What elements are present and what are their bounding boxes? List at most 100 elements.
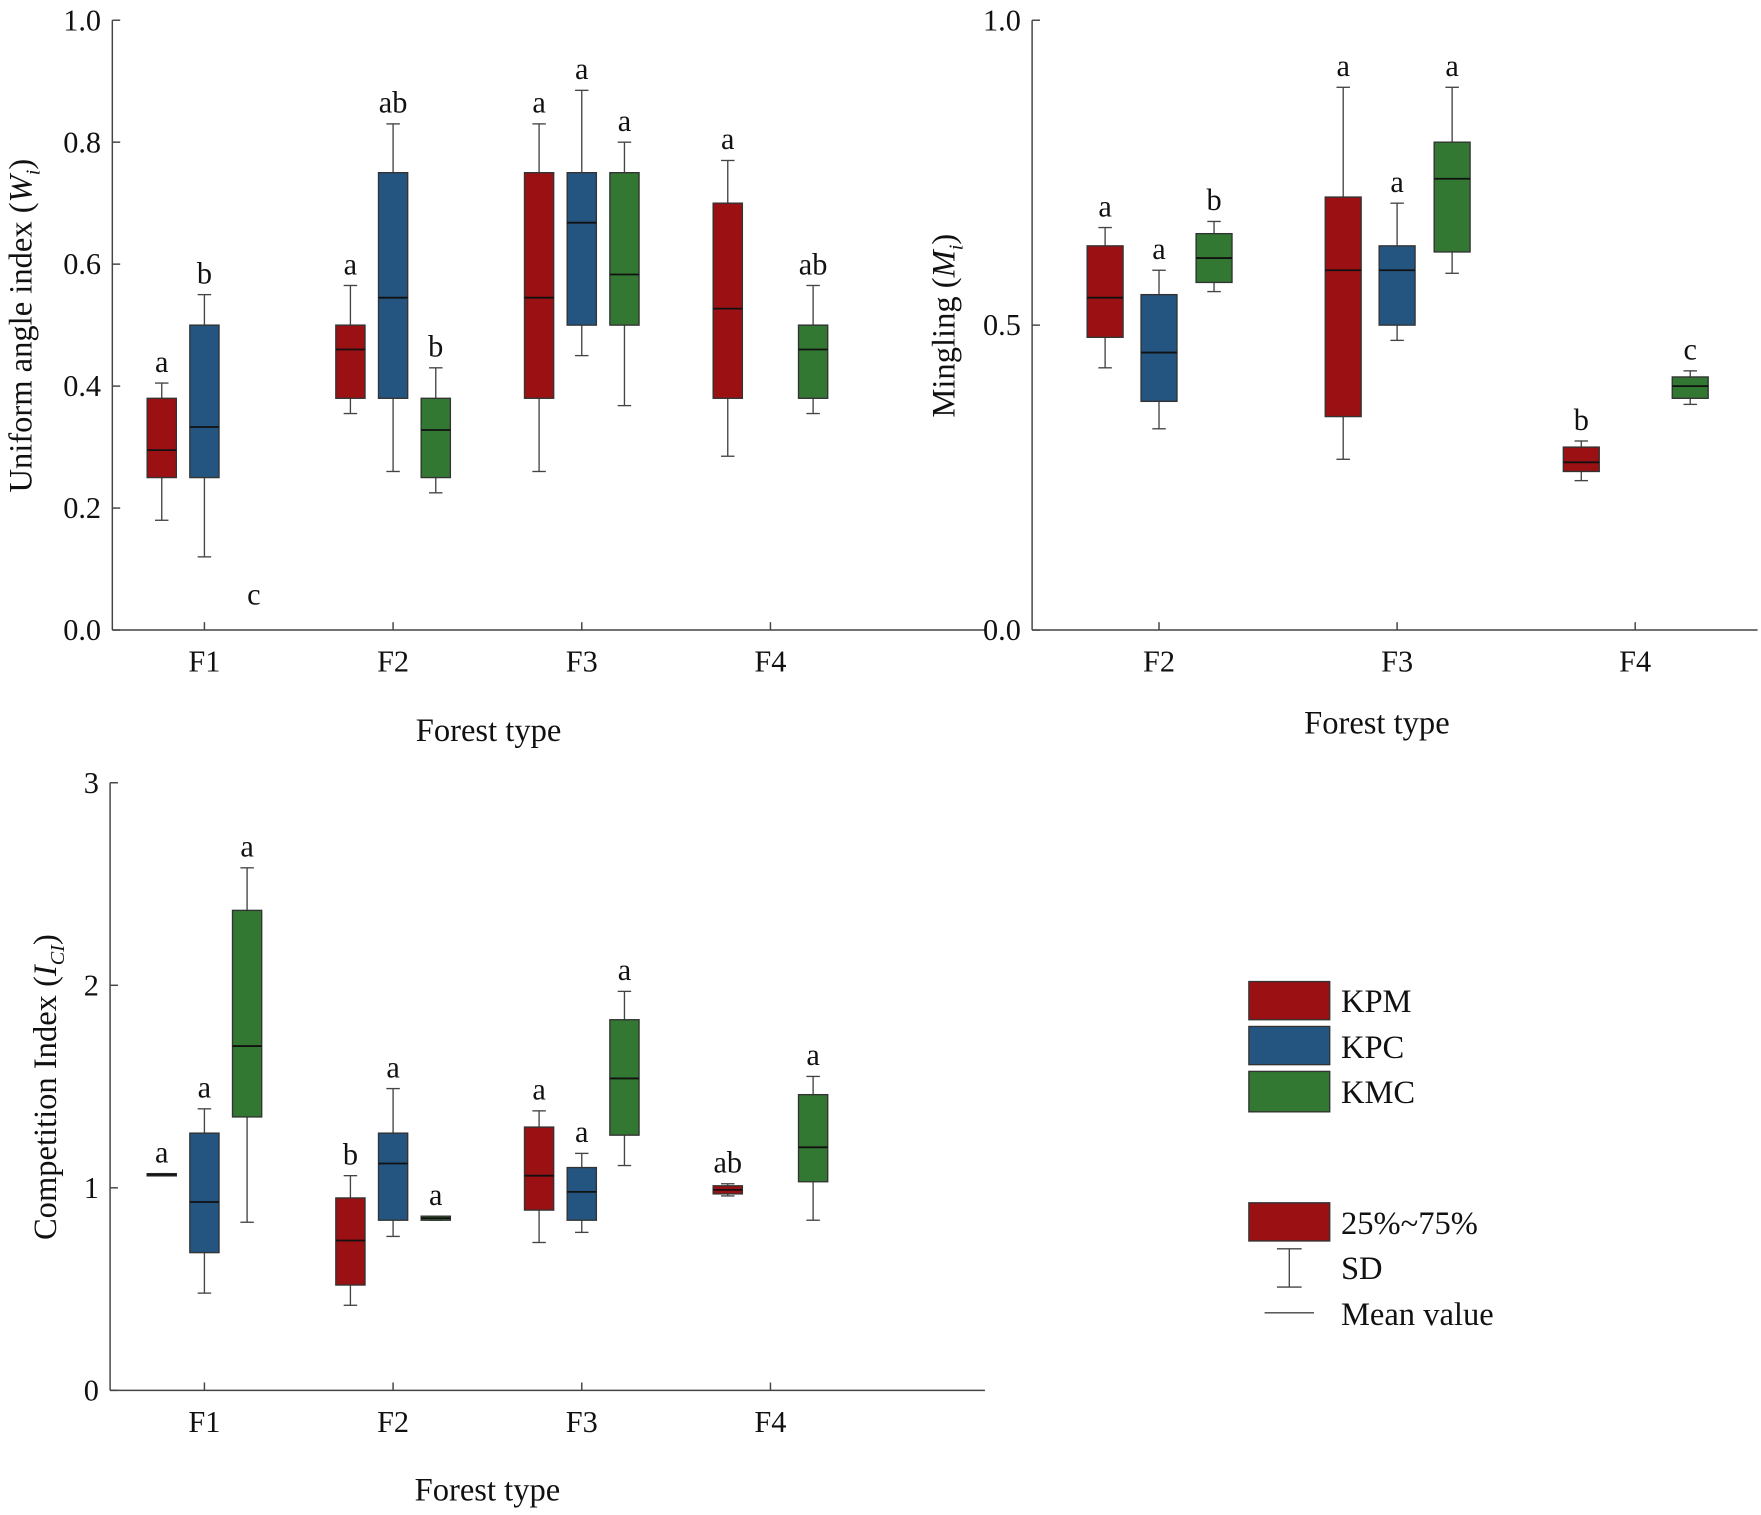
- x-tick-label: F1: [188, 1405, 220, 1439]
- y-title-suffix: ): [927, 234, 963, 245]
- legend-label-kpm: KPM: [1341, 984, 1412, 1020]
- legend: KPM KPC KMC 25%~75% SD Mean value: [1248, 980, 1494, 1333]
- box-kmc-f2: a: [420, 1178, 452, 1221]
- significance-label: a: [155, 1135, 169, 1169]
- y-title-sub: i: [945, 245, 967, 251]
- x-axis-title: Forest type: [415, 1472, 561, 1508]
- y-tick-label: 0.2: [63, 491, 101, 525]
- y-axis-title: Uniform angle index (Wi): [3, 159, 44, 493]
- x-tick-label: F3: [566, 645, 598, 679]
- y-tick-label: 0.0: [983, 613, 1021, 647]
- y-axis-title: Competition Index (ICI): [28, 934, 69, 1240]
- significance-label: ab: [713, 1146, 742, 1180]
- box-kmc-f3: a: [609, 953, 640, 1167]
- box-kpc-f2: a: [1140, 232, 1178, 430]
- box-kpm-f4: a: [712, 122, 744, 457]
- legend-sd-label: SD: [1341, 1251, 1383, 1287]
- box-kmc-f2: b: [1195, 183, 1233, 293]
- significance-label: a: [532, 86, 546, 120]
- significance-label: a: [155, 345, 169, 379]
- significance-label: a: [386, 1050, 400, 1084]
- significance-label: a: [1336, 49, 1350, 83]
- legend-swatch-kpm: [1248, 980, 1331, 1021]
- iqr-box: [377, 171, 409, 399]
- iqr-box: [1378, 245, 1416, 326]
- iqr-box: [377, 1132, 409, 1221]
- y-tick-label: 0.6: [63, 247, 101, 281]
- iqr-box: [335, 1197, 366, 1286]
- box-kmc-f2: b: [420, 330, 452, 494]
- box-kpm-f3: a: [1324, 49, 1362, 460]
- y-tick-label: 0: [84, 1373, 99, 1407]
- y-title-sub: CI: [47, 944, 69, 965]
- iqr-box: [1140, 293, 1178, 403]
- box-kpc-f1: b: [189, 256, 220, 558]
- iqr-box: [1324, 196, 1362, 418]
- iqr-box: [712, 202, 744, 399]
- box-kpc-f2: a: [377, 1050, 409, 1238]
- x-axis-title: Forest type: [1304, 705, 1450, 741]
- chart-panel-3: 0 1 2 3 F1 F2 F3 F4 Forest type Competition Index…: [28, 766, 985, 1508]
- legend-mean-label: Mean value: [1341, 1297, 1494, 1333]
- iqr-box: [1433, 141, 1471, 253]
- y-title-text: Competition Index (: [28, 976, 64, 1240]
- iqr-box: [523, 1126, 555, 1211]
- iqr-box: [189, 1132, 220, 1254]
- box-kmc-f1: c: [247, 578, 260, 612]
- iqr-box: [189, 324, 220, 479]
- x-tick-label: F1: [188, 645, 220, 679]
- significance-label: b: [1206, 183, 1221, 217]
- y-tick-label: 1.0: [63, 3, 101, 37]
- box-kpm-f3: a: [523, 86, 555, 473]
- legend-box-label: 25%~75%: [1341, 1206, 1478, 1242]
- y-title-suffix: ): [3, 159, 39, 170]
- significance-label: b: [428, 330, 443, 364]
- box-kmc-f3: a: [609, 104, 640, 407]
- iqr-box: [146, 397, 178, 479]
- y-title-var: M: [927, 248, 963, 278]
- significance-label: a: [240, 830, 254, 864]
- significance-label: a: [618, 104, 632, 138]
- y-tick-label: 1.0: [983, 3, 1021, 37]
- y-title-var: W: [3, 172, 39, 202]
- sd-whisker-icon: [1276, 1248, 1302, 1288]
- significance-label: a: [721, 122, 735, 156]
- x-tick-label: F2: [1143, 645, 1175, 679]
- chart-panel-2: 0.0 0.5 1.0 F2 F3 F4 Forest type Mingling (Mi) a…: [927, 3, 1758, 741]
- significance-label: ab: [799, 247, 828, 281]
- box-kmc-f3: a: [1433, 49, 1471, 274]
- box-kpc-f3: a: [1378, 165, 1416, 342]
- y-title-text: Mingling (: [927, 277, 963, 417]
- significance-label: b: [197, 256, 212, 290]
- significance-label: a: [618, 953, 632, 987]
- y-tick-label: 1: [84, 1171, 99, 1205]
- significance-label: ab: [379, 86, 408, 120]
- x-tick-label: F2: [377, 645, 409, 679]
- box-kpc-f3: a: [566, 1115, 598, 1234]
- box-kpc-f2: ab: [377, 86, 409, 473]
- significance-label: b: [1574, 403, 1589, 437]
- significance-label: c: [247, 578, 260, 612]
- iqr-box: [523, 171, 555, 399]
- significance-label: a: [344, 247, 358, 281]
- x-tick-label: F4: [754, 1405, 786, 1439]
- x-tick-label: F2: [377, 1405, 409, 1439]
- iqr-box: [231, 909, 263, 1118]
- x-tick-label: F3: [1381, 645, 1413, 679]
- iqr-box: [797, 324, 829, 399]
- significance-label: a: [429, 1178, 443, 1212]
- significance-label: c: [1683, 333, 1696, 367]
- significance-label: a: [198, 1071, 212, 1105]
- y-tick-label: 0.5: [983, 308, 1021, 342]
- significance-label: a: [575, 52, 589, 86]
- x-tick-label: F4: [754, 645, 786, 679]
- significance-label: a: [1098, 189, 1112, 223]
- significance-label: a: [1390, 165, 1404, 199]
- significance-label: a: [1152, 232, 1166, 266]
- y-tick-label: 3: [84, 766, 99, 800]
- significance-label: a: [806, 1038, 820, 1072]
- y-title-sub: i: [22, 170, 44, 176]
- significance-label: b: [343, 1137, 358, 1171]
- box-kpm-f3: a: [523, 1073, 555, 1244]
- box-kpm-f4: b: [1562, 403, 1600, 482]
